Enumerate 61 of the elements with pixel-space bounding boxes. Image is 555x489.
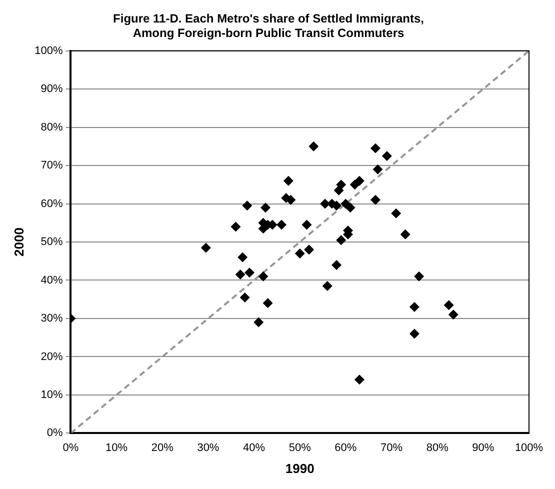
point [370, 194, 380, 205]
point [294, 248, 305, 258]
point [242, 200, 252, 211]
x-axis-title: 1990 [285, 460, 314, 476]
point [444, 300, 454, 310]
point [200, 242, 211, 253]
point [391, 208, 402, 218]
point [235, 270, 246, 280]
x-tick-label: 40% [243, 442, 266, 454]
point [354, 176, 364, 186]
point [258, 271, 268, 282]
x-tick-label: 90% [472, 442, 494, 454]
point [372, 164, 383, 174]
x-tick-label: 20% [151, 442, 174, 454]
point [240, 292, 250, 302]
point [400, 229, 410, 240]
point [308, 141, 319, 152]
y-tick-label: 70% [40, 160, 63, 172]
point [336, 180, 346, 190]
x-tick-label: 0% [62, 442, 79, 454]
point [345, 202, 356, 213]
x-tick-label: 70% [380, 442, 403, 454]
point [409, 328, 420, 339]
point [448, 310, 458, 320]
y-tick-label: 30% [40, 312, 63, 325]
y-tick-label: 50% [40, 236, 63, 248]
point [262, 298, 273, 308]
point [336, 235, 346, 246]
x-tick-label: 80% [426, 442, 449, 454]
y-tick-label: 100% [34, 44, 63, 57]
point [322, 280, 332, 291]
x-tick-label: 10% [106, 442, 128, 454]
x-tick-label: 30% [197, 442, 220, 454]
x-tick-label: 100% [514, 442, 544, 454]
point [238, 252, 248, 262]
y-tick-label: 40% [40, 274, 63, 286]
point [230, 222, 241, 232]
point [332, 200, 342, 211]
point [244, 268, 254, 278]
x-tick-label: 50% [288, 442, 312, 454]
y-tick-label: 20% [40, 350, 63, 363]
y-tick-label: 80% [40, 121, 63, 134]
point [254, 317, 264, 328]
point [409, 302, 420, 312]
x-tick-label: 60% [334, 442, 357, 454]
y-tick-label: 60% [40, 198, 63, 210]
y-axis-title: 2000 [11, 228, 26, 256]
point [382, 150, 392, 161]
point [283, 176, 294, 186]
point [332, 260, 342, 270]
point [276, 220, 287, 230]
point [354, 374, 364, 385]
point [370, 143, 380, 154]
point [304, 244, 314, 255]
y-tick-label: 0% [46, 427, 63, 440]
point [414, 271, 424, 282]
point [302, 220, 312, 230]
y-tick-label: 90% [40, 83, 63, 96]
y-tick-label: 10% [40, 388, 63, 401]
chart-title: Figure 11-D. Each Metro's share of Settled Immigrants, Among Foreign-born Public Transit Commuters [113, 12, 424, 40]
point [260, 202, 270, 213]
